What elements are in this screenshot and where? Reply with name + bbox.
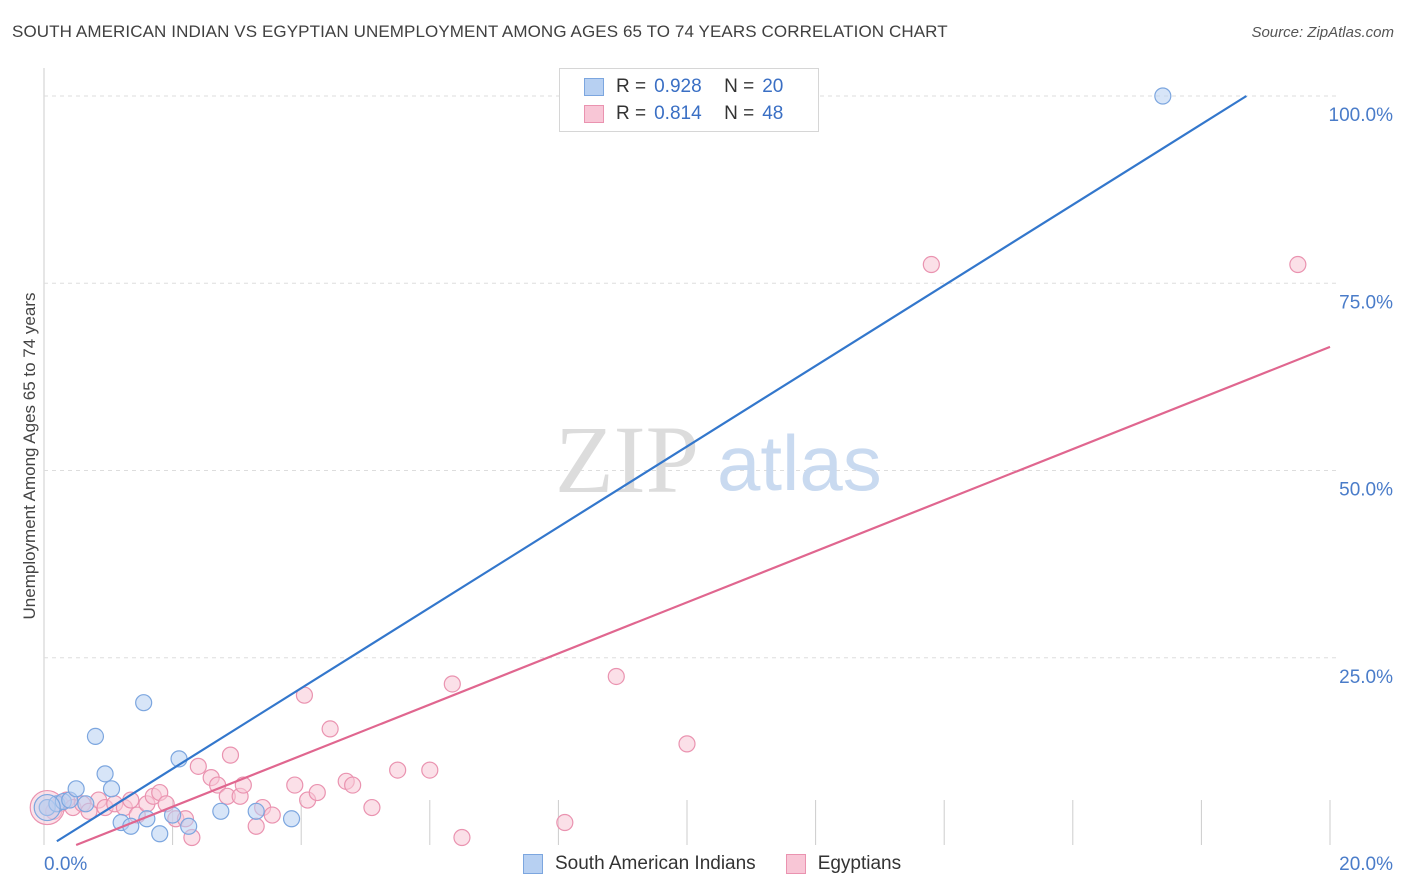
legend-label-south-american-indians: South American Indians [555, 853, 756, 874]
point-egyptian [308, 783, 326, 802]
point-south-american-indian [212, 802, 230, 820]
legend-row-egyptians: R = 0.814 N = 48 [584, 103, 783, 125]
point-egyptian [363, 798, 381, 817]
legend-swatch-pink [584, 105, 604, 123]
legend-row-south-american: R = 0.928 N = 20 [584, 76, 783, 98]
watermark-zip: ZIP [555, 406, 699, 513]
legend-item-south-american-indians: South American Indians [523, 853, 756, 875]
point-south-american-indian [86, 727, 105, 745]
point-egyptian [556, 813, 574, 832]
series-egyptians [29, 255, 1307, 847]
x-tick-label: 0.0% [44, 854, 87, 875]
point-south-american-indian [282, 810, 301, 828]
series-legend: South American Indians Egyptians [523, 853, 931, 875]
watermark: ZIP atlas [555, 406, 882, 513]
legend-r-value: 0.814 [654, 103, 702, 124]
point-egyptian [453, 828, 471, 847]
point-egyptian [443, 675, 461, 693]
x-tick-label: 20.0% [1339, 854, 1393, 875]
point-egyptian [321, 720, 339, 738]
legend-swatch-blue [584, 78, 604, 96]
legend-label-egyptians: Egyptians [817, 853, 902, 874]
trend-line-egyptians [75, 345, 1331, 847]
y-tick-label: 75.0% [1339, 292, 1393, 313]
chart-title: SOUTH AMERICAN INDIAN VS EGYPTIAN UNEMPL… [12, 22, 948, 41]
point-south-american-indian [67, 780, 85, 798]
point-egyptian [189, 757, 207, 775]
legend-r-label: R = [616, 76, 647, 97]
legend: R = 0.928 N = 20 R = 0.814 N = 48 [559, 68, 819, 132]
legend-n-value: 20 [762, 76, 784, 97]
legend-swatch-pink [785, 854, 806, 874]
legend-r-label: R = [616, 103, 647, 124]
point-egyptian [421, 761, 439, 779]
point-south-american-indian [180, 817, 198, 835]
point-egyptian [263, 806, 281, 824]
point-south-american-indian [151, 825, 169, 843]
y-tick-label: 100.0% [1329, 105, 1394, 126]
y-tick-label: 25.0% [1339, 667, 1393, 688]
y-axis-ticks: 25.0% 50.0% 75.0% 100.0% [1329, 105, 1394, 688]
trend-line-south-american-indians [56, 95, 1247, 843]
watermark-atlas: atlas [717, 419, 882, 507]
point-egyptian [221, 746, 240, 764]
point-egyptian [389, 761, 407, 779]
point-south-american-indian [247, 802, 265, 820]
legend-swatch-blue [523, 854, 543, 874]
point-south-american-indian [77, 795, 95, 813]
point-egyptian [247, 817, 265, 835]
point-south-american-indian [135, 694, 153, 712]
point-south-american-indian [1154, 87, 1172, 105]
point-egyptian [1289, 255, 1307, 274]
y-tick-label: 50.0% [1339, 480, 1393, 501]
legend-n-value: 48 [762, 103, 784, 124]
point-south-american-cluster [33, 793, 61, 822]
legend-n-label: N = [724, 103, 755, 124]
point-south-american-indian [102, 780, 121, 798]
legend-r-value: 0.928 [654, 76, 702, 97]
gridlines [43, 68, 1340, 845]
x-axis-ticks: 0.0% 20.0% [44, 854, 1393, 875]
point-south-american-indian [96, 765, 114, 783]
point-egyptian [344, 776, 362, 794]
point-egyptian [286, 776, 304, 794]
point-egyptian [607, 667, 625, 686]
trend-lines [56, 95, 1331, 847]
point-egyptian [678, 735, 696, 753]
legend-n-label: N = [724, 76, 755, 97]
source-label: Source: ZipAtlas.com [1251, 24, 1394, 41]
y-axis-label: Unemployment Among Ages 65 to 74 years [20, 293, 39, 620]
point-egyptian [922, 255, 940, 274]
legend-item-egyptians: Egyptians [785, 853, 902, 875]
